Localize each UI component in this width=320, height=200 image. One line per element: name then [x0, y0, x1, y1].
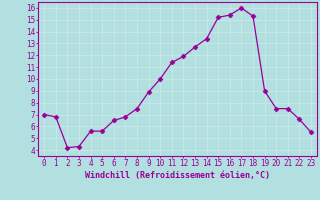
- X-axis label: Windchill (Refroidissement éolien,°C): Windchill (Refroidissement éolien,°C): [85, 171, 270, 180]
